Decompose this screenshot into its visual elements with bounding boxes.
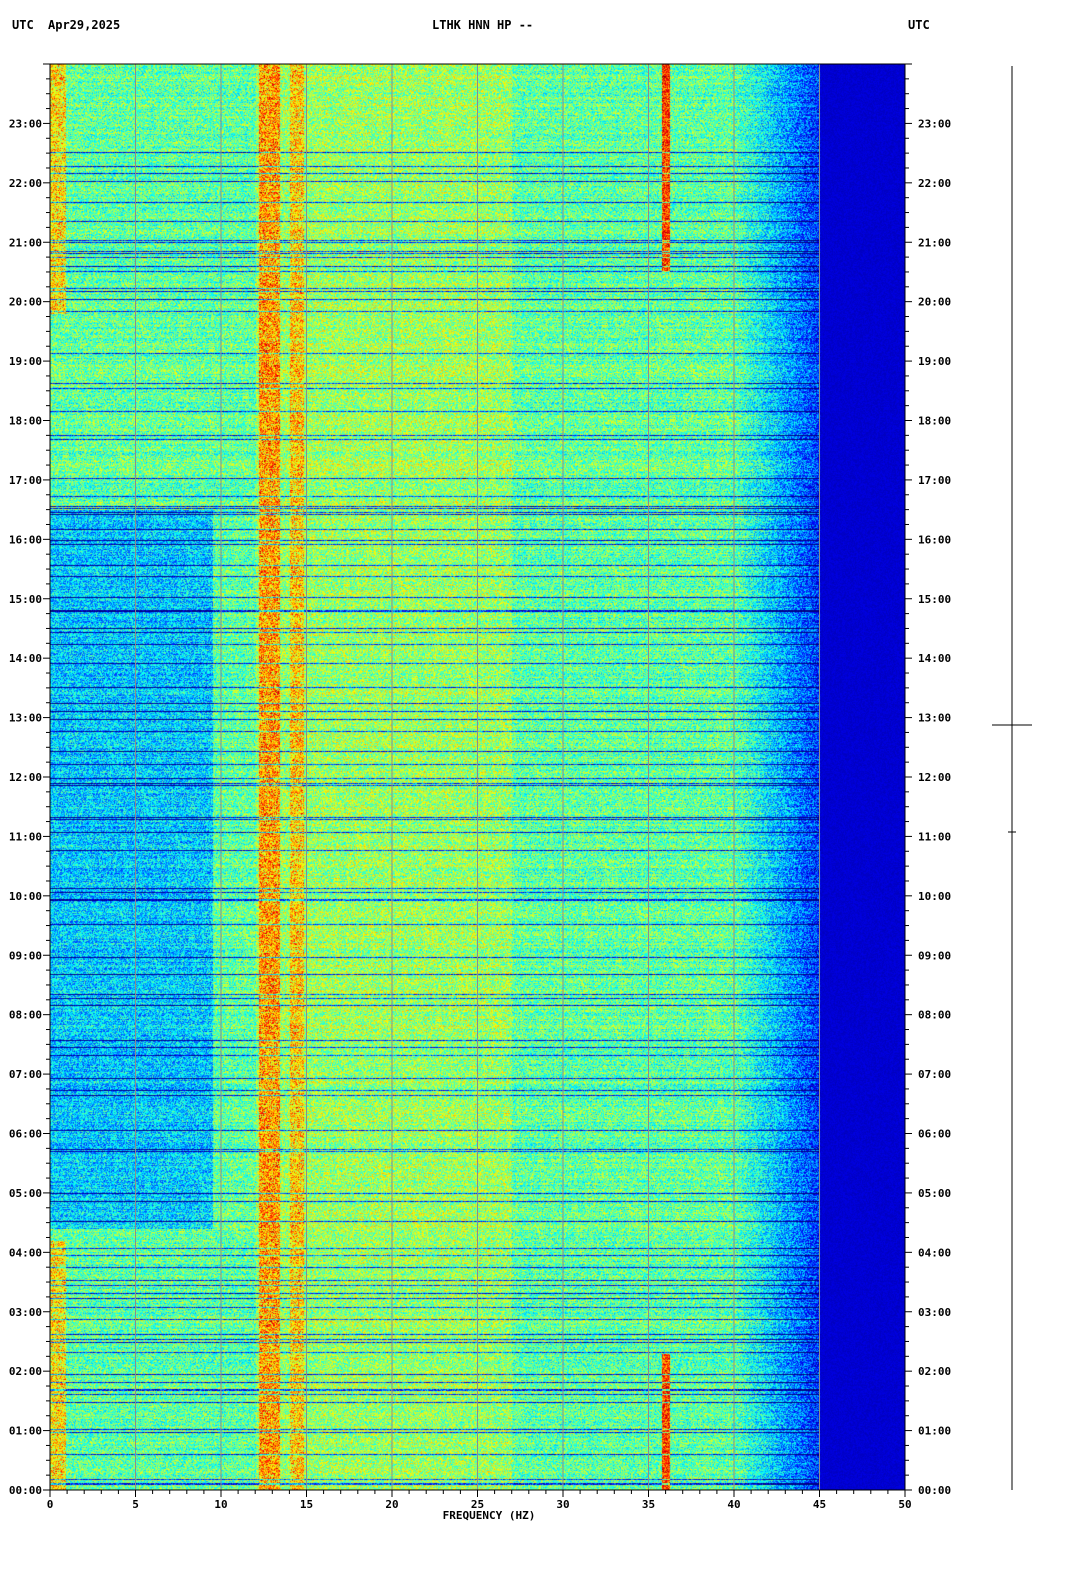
y-tick-label-left: 12:00 [9, 771, 42, 784]
amplitude-scale-bar [992, 66, 1032, 1490]
x-tick-label: 15 [300, 1498, 313, 1511]
y-tick-label-left: 06:00 [9, 1128, 42, 1141]
y-tick-label-left: 01:00 [9, 1425, 42, 1438]
y-tick-label-left: 21:00 [9, 236, 42, 249]
y-tick-label-left: 10:00 [9, 890, 42, 903]
x-tick-label: 30 [556, 1498, 569, 1511]
right-timezone-label: UTC [908, 18, 930, 32]
y-tick-label-right: 21:00 [918, 236, 951, 249]
y-tick-label-left: 02:00 [9, 1365, 42, 1378]
y-tick-label-left: 16:00 [9, 533, 42, 546]
frequency-grid [135, 64, 820, 1490]
y-tick-label-right: 03:00 [918, 1306, 951, 1319]
x-tick-label: 0 [47, 1498, 54, 1511]
y-tick-label-left: 15:00 [9, 593, 42, 606]
y-tick-label-left: 09:00 [9, 949, 42, 962]
y-tick-label-left: 19:00 [9, 355, 42, 368]
y-tick-label-right: 05:00 [918, 1187, 951, 1200]
y-tick-label-left: 13:00 [9, 712, 42, 725]
x-tick-label: 10 [214, 1498, 227, 1511]
y-tick-label-left: 04:00 [9, 1246, 42, 1259]
y-tick-label-left: 23:00 [9, 117, 42, 130]
y-tick-label-right: 14:00 [918, 652, 951, 665]
x-tick-label: 20 [385, 1498, 398, 1511]
y-tick-label-right: 04:00 [918, 1246, 951, 1259]
y-tick-label-right: 16:00 [918, 533, 951, 546]
x-tick-label: 45 [813, 1498, 826, 1511]
left-timezone-label: UTC [12, 18, 34, 32]
x-tick-label: 40 [727, 1498, 740, 1511]
y-tick-label-right: 18:00 [918, 415, 951, 428]
y-tick-label-left: 05:00 [9, 1187, 42, 1200]
y-tick-label-left: 07:00 [9, 1068, 42, 1081]
y-tick-label-left: 14:00 [9, 652, 42, 665]
y-tick-label-right: 17:00 [918, 474, 951, 487]
y-tick-label-right: 23:00 [918, 117, 951, 130]
y-tick-label-left: 22:00 [9, 177, 42, 190]
x-tick-label: 50 [898, 1498, 911, 1511]
station-title: LTHK HNN HP -- [432, 18, 534, 32]
y-tick-label-right: 20:00 [918, 296, 951, 309]
y-tick-label-right: 12:00 [918, 771, 951, 784]
y-tick-label-left: 17:00 [9, 474, 42, 487]
y-tick-label-right: 15:00 [918, 593, 951, 606]
x-tick-label: 25 [471, 1498, 484, 1511]
x-tick-label: 5 [132, 1498, 139, 1511]
y-tick-label-right: 02:00 [918, 1365, 951, 1378]
y-tick-label-right: 19:00 [918, 355, 951, 368]
y-tick-label-right: 10:00 [918, 890, 951, 903]
y-tick-label-left: 00:00 [9, 1484, 42, 1497]
y-tick-label-right: 11:00 [918, 830, 951, 843]
y-tick-label-right: 07:00 [918, 1068, 951, 1081]
y-tick-label-right: 09:00 [918, 949, 951, 962]
x-axis-label: FREQUENCY (HZ) [443, 1509, 536, 1522]
date-label: Apr29,2025 [48, 18, 121, 32]
y-tick-label-left: 18:00 [9, 415, 42, 428]
x-tick-label: 35 [642, 1498, 655, 1511]
y-tick-label-right: 22:00 [918, 177, 951, 190]
y-tick-label-left: 20:00 [9, 296, 42, 309]
y-tick-label-right: 00:00 [918, 1484, 951, 1497]
y-tick-label-right: 08:00 [918, 1009, 951, 1022]
y-tick-label-right: 13:00 [918, 712, 951, 725]
y-tick-label-right: 06:00 [918, 1128, 951, 1141]
axes: 00:00 00:00 01:00 01:00 02:00 02:00 03:00 03:00… [9, 63, 951, 1511]
y-tick-label-left: 03:00 [9, 1306, 42, 1319]
y-tick-label-left: 08:00 [9, 1009, 42, 1022]
y-tick-label-left: 11:00 [9, 830, 42, 843]
y-tick-label-right: 01:00 [918, 1425, 951, 1438]
